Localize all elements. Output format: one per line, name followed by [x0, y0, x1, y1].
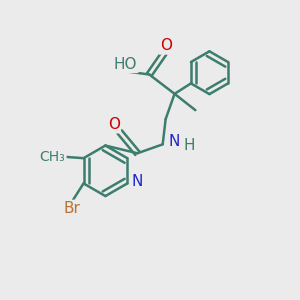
Text: O: O	[108, 117, 120, 132]
Text: H: H	[184, 138, 195, 153]
Text: CH₃: CH₃	[40, 150, 65, 164]
Text: O: O	[160, 38, 172, 53]
Text: HO: HO	[114, 57, 137, 72]
Text: Br: Br	[63, 201, 80, 216]
Text: N: N	[168, 134, 180, 149]
Text: N: N	[131, 175, 142, 190]
